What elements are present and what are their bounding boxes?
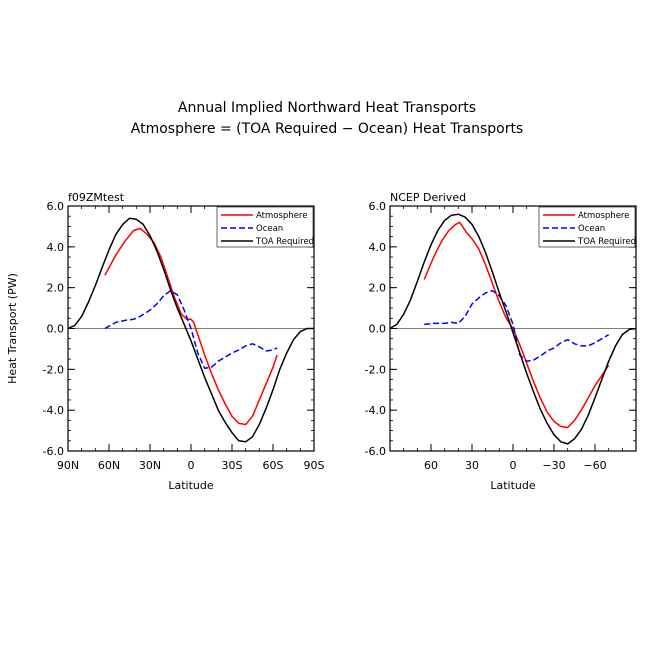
x-tick-label: 90S: [304, 459, 325, 472]
figure-title-line2: Atmosphere = (TOA Required − Ocean) Heat…: [131, 121, 523, 137]
legend: Atmosphere Ocean TOA Required: [216, 206, 314, 248]
y-tick-label: 4.0: [369, 241, 387, 254]
y-tick-label: -4.0: [43, 404, 64, 417]
panel-title: f09ZMtest: [68, 191, 125, 204]
series-line-atmosphere: [423, 221, 610, 429]
y-tick-label: -2.0: [365, 363, 386, 376]
legend: Atmosphere Ocean TOA Required: [538, 206, 636, 248]
legend-label: TOA Required: [255, 237, 314, 247]
x-tick-label: 60S: [263, 459, 284, 472]
legend-label: Ocean: [578, 224, 605, 234]
x-tick-label: 60N: [98, 459, 120, 472]
x-tick-label: 30N: [139, 459, 161, 472]
y-tick-label: -6.0: [43, 445, 64, 458]
legend-label: Atmosphere: [578, 211, 629, 221]
figure-title-line1: Annual Implied Northward Heat Transports: [178, 100, 476, 116]
x-tick-label: 30: [465, 459, 479, 472]
x-axis-label: Latitude: [168, 479, 214, 492]
panel-title: NCEP Derived: [390, 191, 466, 204]
chart-panels: 90N 60N 30N 0 30S 60S 90S 6.0 4.0 2.0 0.0 -2.0 -4.0 -…: [6, 191, 637, 492]
series-line-ocean: [104, 289, 278, 370]
y-tick-label: 6.0: [47, 200, 65, 213]
series-line-toa-required: [389, 213, 637, 445]
x-axis-label: Latitude: [490, 479, 536, 492]
x-tick-label: 60: [424, 459, 438, 472]
x-tick-label: −30: [542, 459, 565, 472]
y-tick-label: 0.0: [47, 323, 65, 336]
legend-label: Ocean: [256, 224, 283, 234]
x-tick-label: 90N: [57, 459, 79, 472]
series-line-atmosphere: [104, 227, 278, 426]
series-line-toa-required: [67, 217, 314, 443]
y-tick-label: -4.0: [365, 404, 386, 417]
x-tick-label: 0: [188, 459, 195, 472]
x-tick-label: 30S: [222, 459, 243, 472]
legend-label: Atmosphere: [256, 211, 307, 221]
y-tick-label: 2.0: [369, 282, 387, 295]
y-tick-label: -2.0: [43, 363, 64, 376]
y-tick-label: 0.0: [369, 323, 387, 336]
chart-panel-1: 90N 60N 30N 0 30S 60S 90S 6.0 4.0 2.0 0.0 -2.0 -4.0 -…: [6, 191, 325, 492]
y-tick-label: 6.0: [369, 200, 387, 213]
legend-label: TOA Required: [577, 237, 636, 247]
y-axis-label: Heat Transport (PW): [6, 273, 19, 384]
x-tick-label: 0: [510, 459, 517, 472]
y-tick-label: -6.0: [365, 445, 386, 458]
y-tick-label: 4.0: [47, 241, 65, 254]
chart-panel-2: 60 30 0 −30 −60 6.0 4.0 2.0 0.0 -2.0 -4.0 -6.0 NCEP …: [365, 191, 637, 492]
x-tick-label: −60: [583, 459, 606, 472]
y-tick-label: 2.0: [47, 282, 65, 295]
